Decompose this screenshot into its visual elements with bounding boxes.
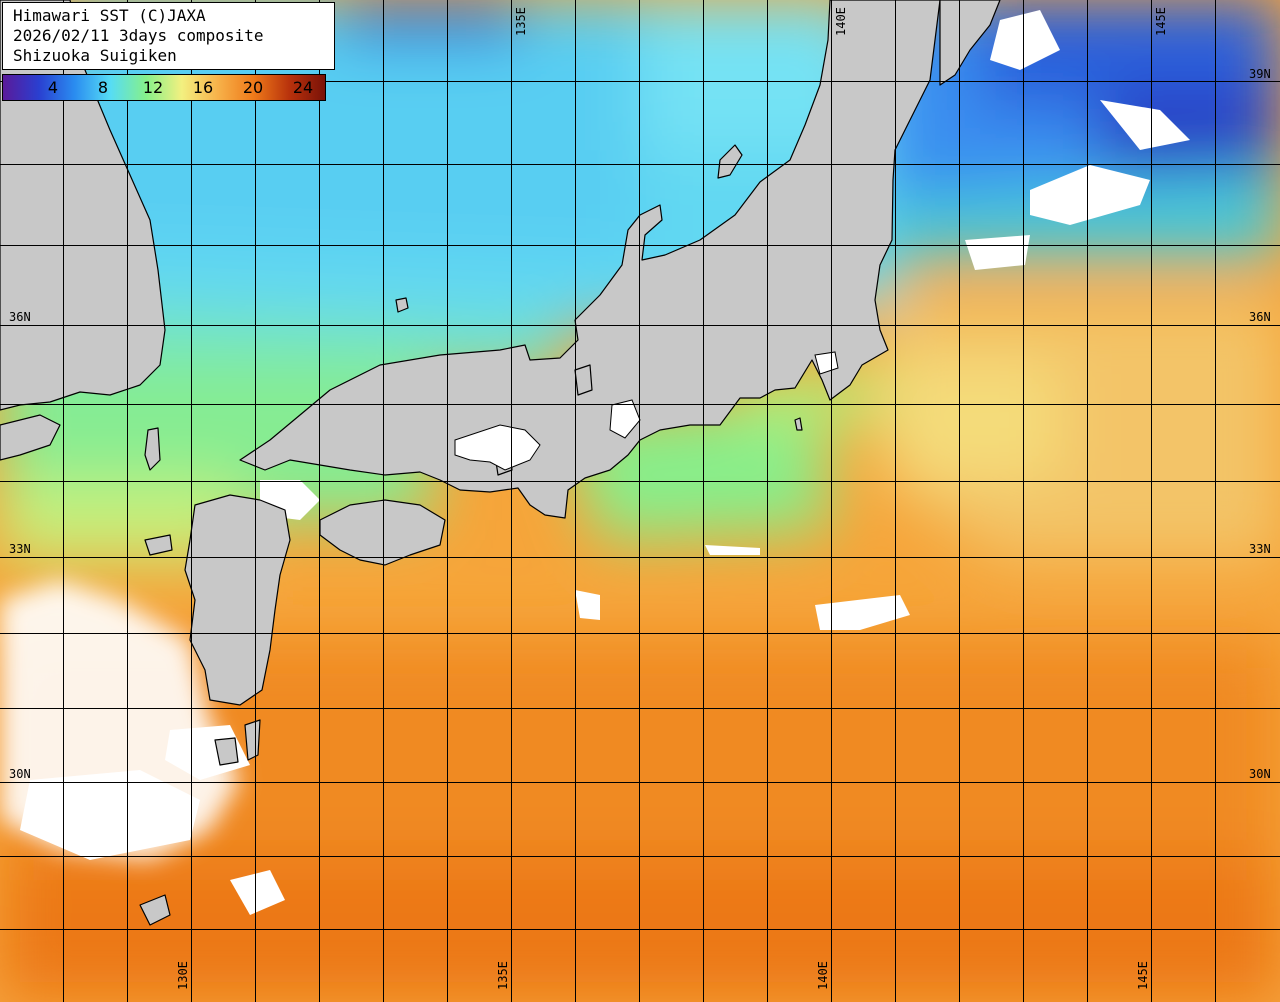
lat-label-left-30n: 30N [9, 767, 31, 781]
lon-label-bottom-135e: 135E [496, 961, 510, 990]
legend-label-4: 4 [47, 78, 59, 97]
lat-label-right-36n: 36N [1249, 310, 1271, 324]
lon-label-top-145e: 145E [1154, 7, 1168, 36]
oki-islands [395, 297, 409, 313]
shikoku [319, 499, 446, 566]
lon-label-bottom-130e: 130E [176, 961, 190, 990]
lon-label-top-140e: 140E [834, 7, 848, 36]
lat-label-right-39n: 39N [1249, 67, 1271, 81]
lat-label-right-33n: 33N [1249, 542, 1271, 556]
legend-gradient [3, 75, 325, 100]
lon-label-bottom-140e: 140E [816, 961, 830, 990]
legend-label-16: 16 [192, 78, 214, 97]
legend-label-20: 20 [242, 78, 264, 97]
honshu [239, 0, 941, 519]
jeju-island [144, 534, 173, 556]
title-line-publisher: Shizuoka Suigiken [13, 46, 177, 65]
lat-label-left-36n: 36N [9, 310, 31, 324]
cloud-mask [0, 10, 1190, 915]
yakushima [214, 737, 239, 766]
land-masses [0, 0, 1001, 926]
temperature-legend: 4 8 12 16 20 24 [2, 74, 326, 101]
legend-label-8: 8 [97, 78, 109, 97]
lat-label-right-30n: 30N [1249, 767, 1271, 781]
legend-label-24: 24 [292, 78, 314, 97]
biwa-lake-area [574, 364, 593, 396]
lat-label-left-33n: 33N [9, 542, 31, 556]
tsushima-island [144, 427, 161, 471]
tanegashima [244, 719, 261, 761]
amami-islands [139, 894, 171, 926]
inland-water [454, 351, 839, 471]
lon-label-bottom-145e: 145E [1136, 961, 1150, 990]
title-box: Himawari SST (C)JAXA 2026/02/11 3days co… [2, 2, 335, 70]
korea-islands [0, 414, 61, 461]
lon-label-top-135e: 135E [514, 7, 528, 36]
hokkaido [939, 0, 1001, 86]
title-line-date: 2026/02/11 3days composite [13, 26, 264, 45]
izu-oshima [794, 417, 803, 431]
title-line-source: Himawari SST (C)JAXA [13, 6, 206, 25]
legend-label-12: 12 [142, 78, 164, 97]
